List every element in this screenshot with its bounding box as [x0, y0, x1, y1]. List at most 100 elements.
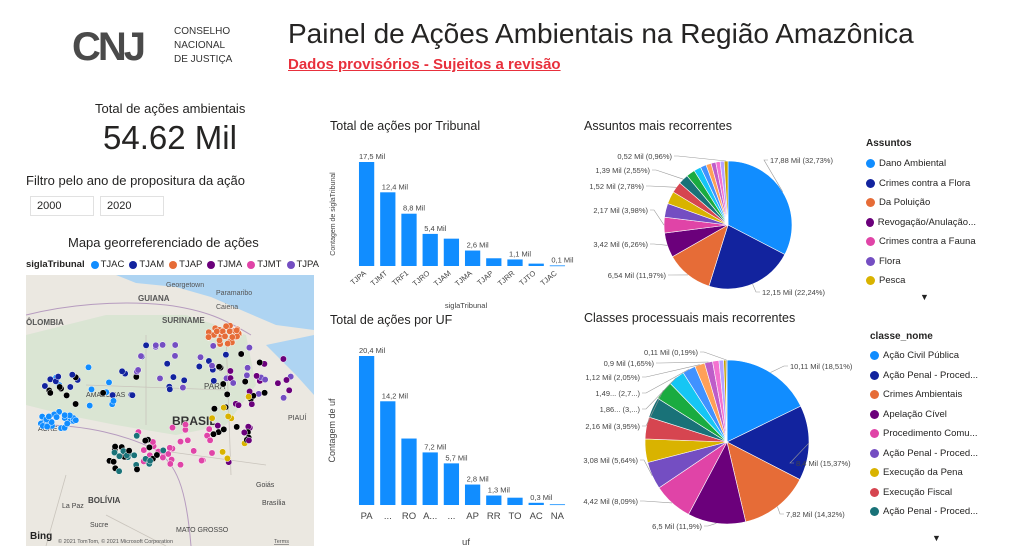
map-marker[interactable]	[46, 389, 54, 397]
map-marker[interactable]	[128, 391, 136, 399]
map-marker[interactable]	[219, 448, 227, 456]
map-marker[interactable]	[280, 394, 288, 402]
legend-item[interactable]: Dano Ambiental	[866, 154, 976, 174]
map-marker[interactable]	[54, 373, 62, 381]
classes-legend-scroll-icon[interactable]: ▼	[932, 533, 941, 543]
map-marker[interactable]	[130, 451, 138, 459]
map-marker[interactable]	[115, 452, 123, 460]
bar[interactable]	[528, 263, 544, 266]
map-terms-link[interactable]: Terms	[274, 539, 289, 545]
assuntos-pie-chart[interactable]: 17,88 Mil (32,73%) 12,15 Mil (22,24%) 6,54…	[580, 138, 860, 308]
year-from-input[interactable]	[30, 196, 94, 216]
bar[interactable]	[422, 452, 438, 505]
map-marker[interactable]	[235, 401, 242, 409]
map-marker[interactable]	[224, 340, 232, 348]
bar[interactable]	[507, 497, 523, 505]
map-marker[interactable]	[233, 423, 241, 431]
map-marker[interactable]	[285, 386, 293, 394]
map-marker[interactable]	[243, 371, 251, 379]
map-marker[interactable]	[171, 352, 179, 360]
tribunal-bar-chart[interactable]: Contagem de siglaTribunal 17,5 Mil TJPA 12,…	[326, 138, 576, 310]
map-marker[interactable]	[195, 363, 203, 370]
map-marker[interactable]	[133, 465, 141, 473]
bar[interactable]	[358, 356, 375, 505]
map-marker[interactable]	[171, 341, 179, 349]
map-marker[interactable]	[110, 397, 117, 405]
map-marker[interactable]	[219, 380, 227, 388]
map-marker[interactable]	[208, 414, 216, 422]
legend-item[interactable]: Apelação Cível	[870, 405, 992, 425]
legend-item[interactable]: Ação Penal - Proced...	[870, 502, 992, 522]
legend-item[interactable]: Crimes Ambientais	[870, 385, 992, 405]
map-markers[interactable]	[37, 322, 295, 475]
map-marker[interactable]	[156, 374, 164, 382]
map-marker[interactable]	[45, 413, 53, 420]
map-marker[interactable]	[209, 342, 217, 350]
map-marker[interactable]	[226, 367, 234, 375]
map-marker[interactable]	[146, 457, 154, 465]
map-marker[interactable]	[182, 421, 189, 429]
bar[interactable]	[549, 504, 566, 506]
map-marker[interactable]	[245, 393, 253, 401]
map-marker[interactable]	[72, 416, 80, 424]
map-marker[interactable]	[216, 336, 223, 344]
map-marker[interactable]	[169, 373, 177, 381]
bar[interactable]	[380, 401, 396, 505]
map-marker[interactable]	[237, 350, 245, 358]
classes-pie-chart[interactable]: 10,11 Mil (18,51%) 8,4 Mil (15,37%) 7,82 M…	[580, 330, 866, 545]
map-marker[interactable]	[88, 385, 95, 393]
map-marker[interactable]	[210, 377, 218, 385]
map-marker[interactable]	[248, 400, 256, 408]
legend-item[interactable]: Crimes contra a Flora	[866, 174, 976, 194]
map-marker[interactable]	[197, 353, 204, 361]
map-legend-item[interactable]: TJAC	[90, 259, 124, 270]
bar[interactable]	[358, 162, 375, 266]
map-marker[interactable]	[110, 458, 118, 466]
map-legend-item[interactable]: TJAM	[129, 259, 164, 270]
map-marker[interactable]	[198, 457, 206, 464]
map-marker[interactable]	[240, 429, 248, 436]
map-marker[interactable]	[245, 344, 253, 352]
bar[interactable]	[401, 213, 417, 266]
map-marker[interactable]	[226, 327, 234, 335]
legend-item[interactable]: Revogação/Anulação...	[866, 213, 976, 233]
map-marker[interactable]	[141, 437, 149, 445]
map-marker[interactable]	[241, 378, 249, 386]
map-marker[interactable]	[184, 436, 192, 444]
bar[interactable]	[443, 238, 460, 266]
map-marker[interactable]	[56, 383, 64, 391]
map-marker[interactable]	[105, 378, 113, 386]
map-marker[interactable]	[253, 372, 261, 380]
map-marker[interactable]	[159, 454, 167, 461]
map-marker[interactable]	[261, 376, 269, 384]
map-marker[interactable]	[140, 446, 148, 454]
map-marker[interactable]	[222, 351, 230, 359]
legend-item[interactable]: Ação Penal - Proced...	[870, 366, 992, 386]
map-marker[interactable]	[159, 446, 167, 454]
map-marker[interactable]	[205, 333, 212, 341]
map-marker[interactable]	[115, 467, 123, 475]
legend-item[interactable]: Flora	[866, 252, 976, 272]
bar[interactable]	[486, 495, 502, 505]
map-marker[interactable]	[86, 402, 94, 410]
map-marker[interactable]	[208, 362, 216, 370]
map-marker[interactable]	[99, 389, 107, 397]
bar[interactable]	[528, 502, 544, 505]
map-marker[interactable]	[85, 363, 92, 371]
map-marker[interactable]	[215, 363, 223, 371]
legend-item[interactable]: Da Poluição	[866, 193, 976, 213]
map-marker[interactable]	[134, 366, 142, 374]
legend-item[interactable]: Procedimento Comu...	[870, 424, 992, 444]
year-to-input[interactable]	[100, 196, 164, 216]
georeferenced-map[interactable]: GUIANA SURINAME Georgetown Paramaribo Ca…	[26, 275, 314, 546]
map-marker[interactable]	[208, 449, 216, 457]
map-marker[interactable]	[220, 404, 228, 412]
map-marker[interactable]	[279, 355, 287, 363]
map-marker[interactable]	[153, 451, 161, 459]
map-marker[interactable]	[133, 432, 141, 440]
map-marker[interactable]	[233, 326, 241, 334]
map-marker[interactable]	[179, 384, 187, 392]
map-marker[interactable]	[72, 400, 80, 408]
map-marker[interactable]	[41, 382, 49, 390]
map-marker[interactable]	[53, 413, 61, 421]
